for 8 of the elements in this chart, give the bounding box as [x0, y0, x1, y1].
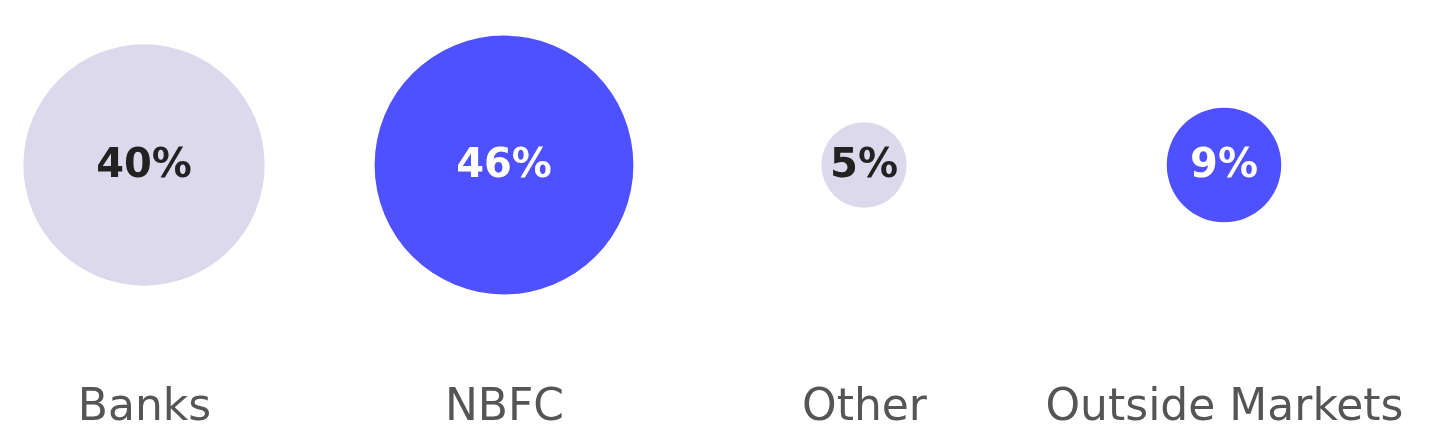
category-label: Other: [802, 378, 928, 430]
category-label: Banks: [77, 378, 212, 430]
category-label: Outside Markets: [1045, 378, 1404, 430]
data-label: 9%: [1190, 140, 1258, 186]
data-label: 46%: [456, 140, 552, 186]
data-label: 40%: [96, 140, 192, 186]
data-label: 5%: [830, 140, 898, 186]
category-label: NBFC: [444, 378, 565, 430]
